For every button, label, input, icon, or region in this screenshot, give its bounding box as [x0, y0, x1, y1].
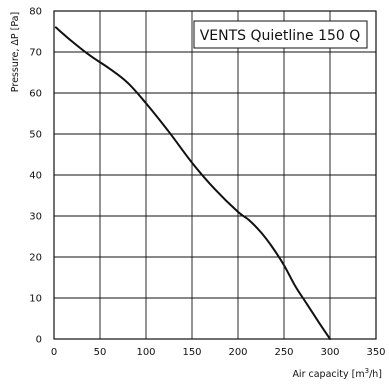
x-axis-label: Air capacity [m3/h]	[292, 367, 382, 380]
x-tick-label-5: 250	[274, 347, 293, 358]
x-axis-label-tail: /h]	[369, 369, 382, 380]
x-tick-label-4: 200	[228, 347, 247, 358]
chart-title: VENTS Quietline 150 Q	[200, 28, 361, 44]
x-axis-label-main: Air capacity [m	[292, 369, 364, 380]
y-tick-label-8: 80	[29, 7, 42, 18]
x-tick-label-2: 100	[136, 347, 155, 358]
series-line	[54, 26, 331, 340]
y-tick-label-0: 0	[36, 335, 42, 346]
plot-frame	[53, 10, 377, 340]
x-tick-label-7: 350	[366, 347, 385, 358]
y-tick-label-6: 60	[29, 89, 42, 100]
x-tick-label-3: 150	[182, 347, 201, 358]
y-tick-label-7: 70	[29, 48, 42, 59]
y-tick-label-5: 50	[29, 130, 42, 141]
y-tick-label-2: 20	[29, 253, 42, 264]
x-axis-ticks: 0 50 100 150 200 250 300 350	[51, 347, 386, 358]
x-tick-label-1: 50	[94, 347, 107, 358]
x-tick-label-6: 300	[320, 347, 339, 358]
y-tick-label-4: 40	[29, 171, 42, 182]
title-box	[193, 20, 368, 49]
x-axis-label-sup: 3	[365, 367, 369, 375]
y-tick-label-3: 30	[29, 212, 42, 223]
x-tick-label-0: 0	[51, 347, 57, 358]
y-tick-label-1: 10	[29, 294, 42, 305]
y-axis-label: Pressure, ΔP [Pa]	[10, 12, 21, 92]
grid	[53, 10, 377, 340]
y-axis-ticks: 0 10 20 30 40 50 60 70 80	[29, 7, 42, 346]
